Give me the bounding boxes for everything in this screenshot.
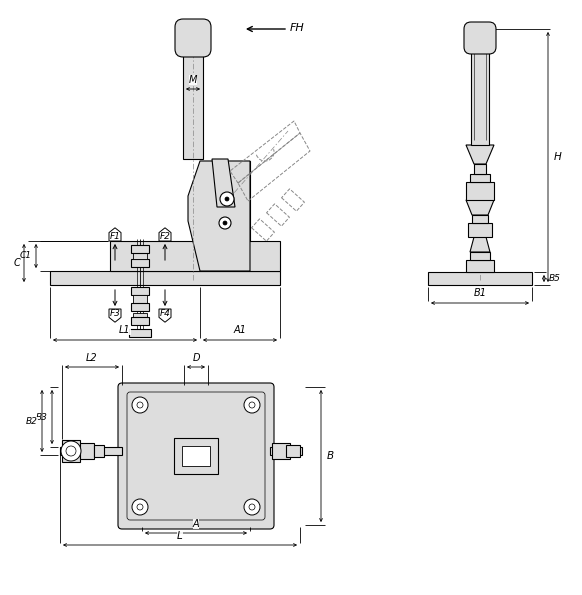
Text: B: B: [327, 451, 334, 461]
Bar: [470, 174, 490, 182]
Bar: [129, 329, 151, 337]
Text: F2: F2: [159, 231, 171, 241]
Bar: [94, 445, 104, 457]
Bar: [131, 245, 149, 253]
Circle shape: [225, 197, 229, 201]
Text: H: H: [554, 152, 562, 162]
Text: B5: B5: [549, 274, 561, 283]
Bar: [472, 215, 488, 223]
Bar: [133, 253, 147, 259]
Text: C: C: [13, 258, 20, 268]
Bar: [131, 287, 149, 295]
Polygon shape: [109, 228, 121, 241]
Polygon shape: [470, 237, 490, 252]
Bar: [110, 241, 280, 271]
FancyBboxPatch shape: [127, 392, 265, 520]
Text: F3: F3: [109, 309, 120, 318]
Text: A1: A1: [233, 325, 246, 335]
Bar: [466, 260, 494, 272]
Bar: [183, 49, 203, 159]
Text: FH: FH: [290, 23, 305, 33]
Bar: [471, 47, 489, 145]
Bar: [131, 259, 149, 267]
FancyBboxPatch shape: [175, 19, 211, 57]
Bar: [131, 303, 149, 311]
Bar: [282, 189, 304, 211]
Text: L1: L1: [119, 325, 131, 335]
Polygon shape: [159, 309, 171, 322]
Polygon shape: [212, 159, 235, 207]
Bar: [474, 164, 486, 174]
Text: L: L: [177, 531, 183, 541]
Text: M: M: [189, 75, 197, 85]
Bar: [470, 252, 490, 260]
Polygon shape: [159, 228, 171, 241]
FancyBboxPatch shape: [118, 383, 274, 529]
Circle shape: [244, 397, 260, 413]
Polygon shape: [466, 145, 494, 164]
Circle shape: [61, 441, 81, 461]
Bar: [251, 219, 275, 241]
Text: B1: B1: [474, 288, 487, 298]
Text: C1: C1: [20, 252, 32, 261]
Bar: [270, 447, 302, 455]
Text: L2: L2: [86, 353, 98, 363]
Bar: [468, 223, 492, 237]
Bar: [133, 295, 147, 303]
Bar: [60, 447, 122, 455]
Bar: [182, 446, 210, 466]
Circle shape: [223, 221, 227, 225]
Polygon shape: [466, 200, 494, 215]
Polygon shape: [188, 161, 250, 271]
Text: B2: B2: [26, 416, 38, 425]
Circle shape: [66, 446, 76, 456]
Bar: [62, 440, 80, 462]
Bar: [272, 443, 290, 459]
Bar: [174, 438, 218, 474]
Text: F1: F1: [109, 231, 120, 241]
Circle shape: [220, 192, 234, 206]
Polygon shape: [109, 309, 121, 322]
Circle shape: [219, 217, 231, 229]
Bar: [50, 271, 280, 285]
Text: F4: F4: [159, 309, 171, 318]
Circle shape: [132, 499, 148, 515]
Bar: [200, 161, 250, 241]
Bar: [131, 317, 149, 325]
Text: A: A: [193, 519, 199, 529]
Bar: [428, 272, 532, 285]
Circle shape: [132, 397, 148, 413]
Bar: [466, 182, 494, 200]
Circle shape: [244, 499, 260, 515]
Text: D: D: [192, 353, 200, 363]
Bar: [286, 445, 300, 457]
Text: B3: B3: [36, 412, 48, 421]
Bar: [133, 313, 147, 319]
Bar: [267, 204, 289, 226]
FancyBboxPatch shape: [464, 22, 496, 54]
Bar: [80, 443, 94, 459]
